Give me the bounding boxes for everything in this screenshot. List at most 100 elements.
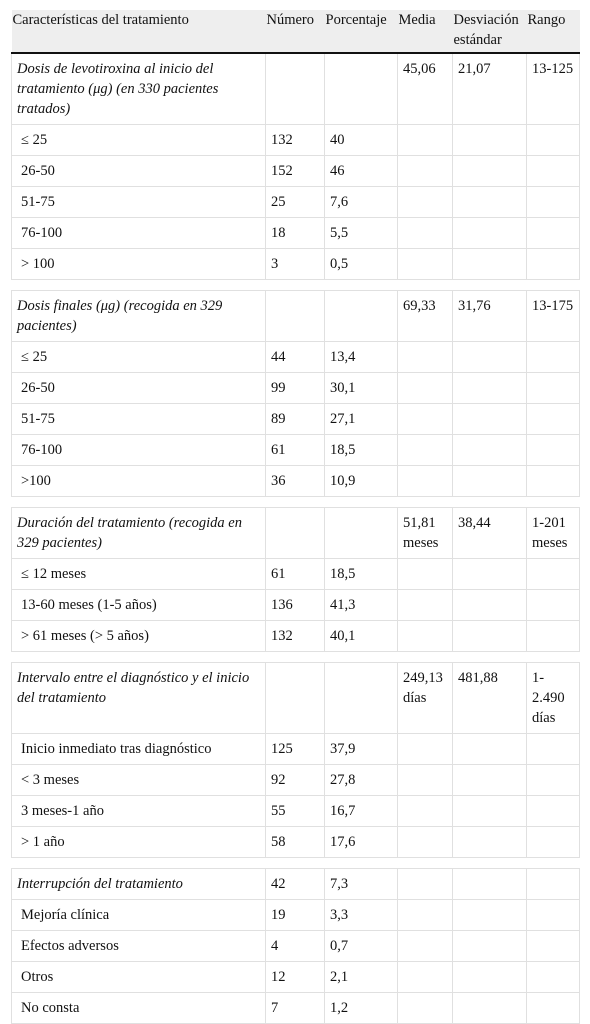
table-body: Dosis de levotiroxina al inicio del trat… [11, 52, 580, 1024]
section-cell: 38,44 [452, 507, 527, 559]
section-cell: Dosis de levotiroxina al inicio del trat… [11, 52, 266, 125]
spacer-cell [11, 279, 580, 291]
empty-cell [452, 589, 527, 621]
section-row: Duración del tratamiento (recogida en 32… [11, 507, 580, 559]
section-cell [265, 52, 325, 125]
data-row: 76-100 61 18,5 [11, 434, 580, 466]
empty-cell [452, 217, 527, 249]
empty-cell [397, 186, 453, 218]
spacer-cell [11, 857, 580, 869]
empty-cell [397, 341, 453, 373]
empty-cell [397, 558, 453, 590]
data-row: ≤ 25 132 40 [11, 124, 580, 156]
section-row: Interrupción del tratamiento 42 7,3 [11, 868, 580, 900]
table-cell: 152 [265, 155, 325, 187]
data-row: Inicio inmediato tras diagnóstico 125 37,9 [11, 733, 580, 765]
empty-cell [452, 930, 527, 962]
empty-cell [526, 155, 580, 187]
empty-cell [397, 217, 453, 249]
table-cell: > 100 [11, 248, 266, 280]
table-cell: < 3 meses [11, 764, 266, 796]
table-cell: 51-75 [11, 403, 266, 435]
table-cell: 76-100 [11, 217, 266, 249]
section-cell [324, 290, 398, 342]
table-cell: 44 [265, 341, 325, 373]
empty-cell [526, 930, 580, 962]
table-cell: 37,9 [324, 733, 398, 765]
empty-cell [452, 992, 527, 1024]
empty-cell [526, 186, 580, 218]
section-cell: 45,06 [397, 52, 453, 125]
data-row: 26-50 152 46 [11, 155, 580, 187]
table-cell: 0,7 [324, 930, 398, 962]
table-cell: 26-50 [11, 372, 266, 404]
table-cell: 1,2 [324, 992, 398, 1024]
section-cell: 69,33 [397, 290, 453, 342]
empty-cell [452, 795, 527, 827]
table-cell: 41,3 [324, 589, 398, 621]
empty-cell [397, 403, 453, 435]
table-cell: 99 [265, 372, 325, 404]
table-cell: 30,1 [324, 372, 398, 404]
empty-cell [397, 465, 453, 497]
section-cell: 21,07 [452, 52, 527, 125]
empty-cell [526, 826, 580, 858]
table-cell: Inicio inmediato tras diagnóstico [11, 733, 266, 765]
spacer-cell [11, 651, 580, 663]
section-cell: Intervalo entre el diagnóstico y el inic… [11, 662, 266, 734]
data-row: Efectos adversos 4 0,7 [11, 930, 580, 962]
empty-cell [452, 186, 527, 218]
table-cell: 18 [265, 217, 325, 249]
section-cell [265, 507, 325, 559]
table-cell: 55 [265, 795, 325, 827]
empty-cell [526, 465, 580, 497]
empty-cell [397, 589, 453, 621]
section-cell: 51,81 meses [397, 507, 453, 559]
section-cell [324, 507, 398, 559]
section-cell: 1-201 meses [526, 507, 580, 559]
empty-cell [397, 248, 453, 280]
data-row: 26-50 99 30,1 [11, 372, 580, 404]
data-row: 76-100 18 5,5 [11, 217, 580, 249]
empty-cell [397, 124, 453, 156]
section-cell [324, 52, 398, 125]
table-cell: 27,8 [324, 764, 398, 796]
empty-cell [526, 372, 580, 404]
spacer-cell [11, 496, 580, 508]
section-cell [324, 662, 398, 734]
table-cell: 4 [265, 930, 325, 962]
table-cell: 76-100 [11, 434, 266, 466]
empty-cell [452, 733, 527, 765]
table-cell: Efectos adversos [11, 930, 266, 962]
data-row: >100 36 10,9 [11, 465, 580, 497]
empty-cell [526, 961, 580, 993]
table-cell: 18,5 [324, 558, 398, 590]
section-cell: Interrupción del tratamiento [11, 868, 266, 900]
data-row: > 100 3 0,5 [11, 248, 580, 280]
column-header: Porcentaje [324, 10, 398, 54]
empty-cell [397, 620, 453, 652]
table-cell: 92 [265, 764, 325, 796]
empty-cell [452, 434, 527, 466]
empty-cell [452, 155, 527, 187]
section-row: Dosis finales (μg) (recogida en 329 paci… [11, 290, 580, 342]
table-cell: Mejoría clínica [11, 899, 266, 931]
empty-cell [526, 217, 580, 249]
empty-cell [397, 155, 453, 187]
table-cell: 36 [265, 465, 325, 497]
empty-cell [452, 961, 527, 993]
empty-cell [526, 733, 580, 765]
table-cell: Otros [11, 961, 266, 993]
table-cell: 2,1 [324, 961, 398, 993]
empty-cell [397, 930, 453, 962]
data-row: No consta 7 1,2 [11, 992, 580, 1024]
table-cell: ≤ 25 [11, 124, 266, 156]
empty-cell [397, 795, 453, 827]
empty-cell [526, 764, 580, 796]
empty-cell [397, 826, 453, 858]
empty-cell [526, 992, 580, 1024]
empty-cell [526, 341, 580, 373]
empty-cell [452, 124, 527, 156]
data-row: > 61 meses (> 5 años) 132 40,1 [11, 620, 580, 652]
empty-cell [526, 589, 580, 621]
